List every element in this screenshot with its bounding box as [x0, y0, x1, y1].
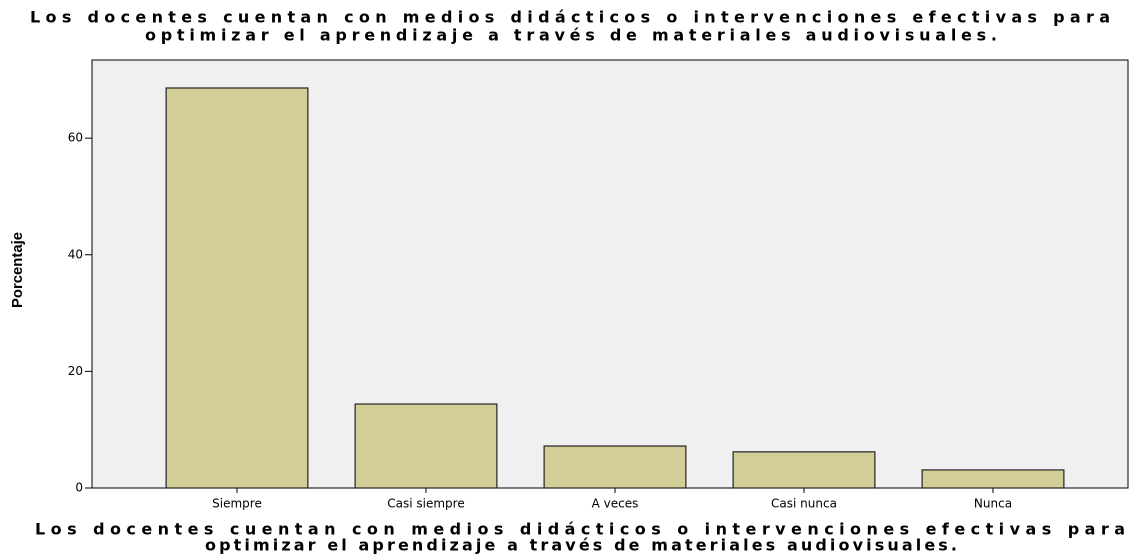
- bar: [354, 403, 498, 489]
- bar: [921, 469, 1065, 489]
- bar: [732, 451, 876, 489]
- y-tick-label: 0: [75, 481, 83, 495]
- x-tick-label: Casi nunca: [771, 497, 837, 511]
- x-tick-label: Casi siempre: [387, 497, 464, 511]
- x-tick-label: Siempre: [212, 497, 262, 511]
- y-tick-label: 40: [68, 247, 83, 261]
- chart-title: optimizar el aprendizaje a través de mat…: [145, 26, 997, 45]
- y-tick-label: 60: [68, 131, 83, 145]
- bar: [165, 87, 309, 489]
- y-axis-title: Porcentaje: [9, 232, 26, 308]
- bar: [543, 445, 687, 489]
- chart-title: Los docentes cuentan con medios didáctic…: [30, 8, 1110, 27]
- x-axis-title: Los docentes cuentan con medios didáctic…: [35, 520, 1125, 539]
- y-tick-label: 20: [68, 364, 83, 378]
- x-axis-title: optimizar el aprendizaje a través de mat…: [205, 536, 957, 555]
- x-tick-label: Nunca: [974, 497, 1012, 511]
- x-tick-label: A veces: [592, 497, 639, 511]
